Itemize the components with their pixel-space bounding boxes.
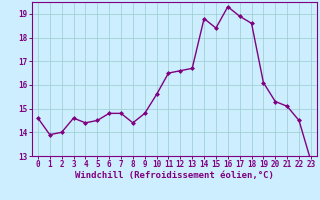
X-axis label: Windchill (Refroidissement éolien,°C): Windchill (Refroidissement éolien,°C) [75,171,274,180]
